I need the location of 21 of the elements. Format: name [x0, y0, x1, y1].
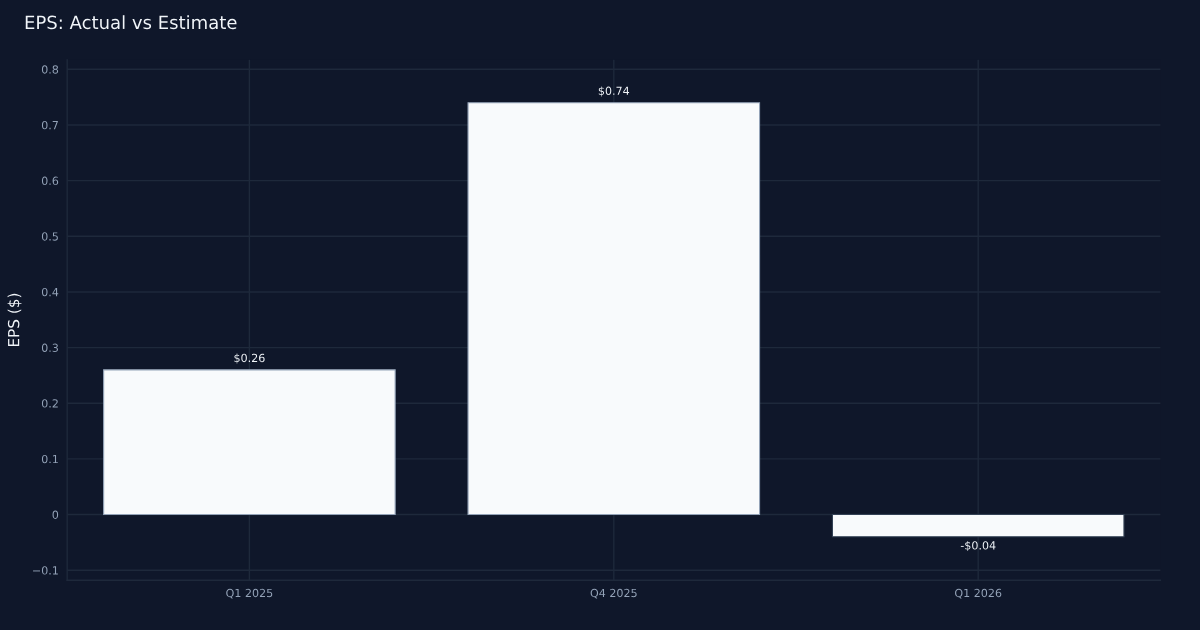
x-tick-label: Q4 2025 — [590, 588, 637, 599]
y-tick-label: 0.8 — [41, 65, 59, 74]
y-axis-title: EPS ($) — [7, 293, 22, 347]
y-tick-label: −0.1 — [33, 566, 58, 575]
y-tick-label: 0.7 — [41, 120, 58, 130]
bar — [467, 102, 761, 516]
bar — [831, 514, 1125, 538]
y-tick-label: 0.5 — [41, 232, 58, 241]
data-label: $0.74 — [598, 86, 630, 97]
y-tick-label: 0.4 — [41, 287, 59, 297]
y-tick-label: 0.3 — [41, 343, 58, 352]
data-label: $0.26 — [234, 353, 265, 364]
chart-title: EPS: Actual vs Estimate — [25, 15, 237, 30]
y-tick-label: 0 — [52, 510, 59, 519]
y-tick-label: 0.6 — [41, 176, 59, 185]
x-tick-label: Q1 2025 — [226, 588, 273, 599]
data-label: -$0.04 — [960, 540, 996, 552]
bar — [103, 369, 396, 516]
y-tick-label: 0.2 — [41, 399, 58, 408]
x-tick-label: Q1 2026 — [955, 588, 1002, 599]
y-tick-label: 0.1 — [41, 454, 58, 464]
